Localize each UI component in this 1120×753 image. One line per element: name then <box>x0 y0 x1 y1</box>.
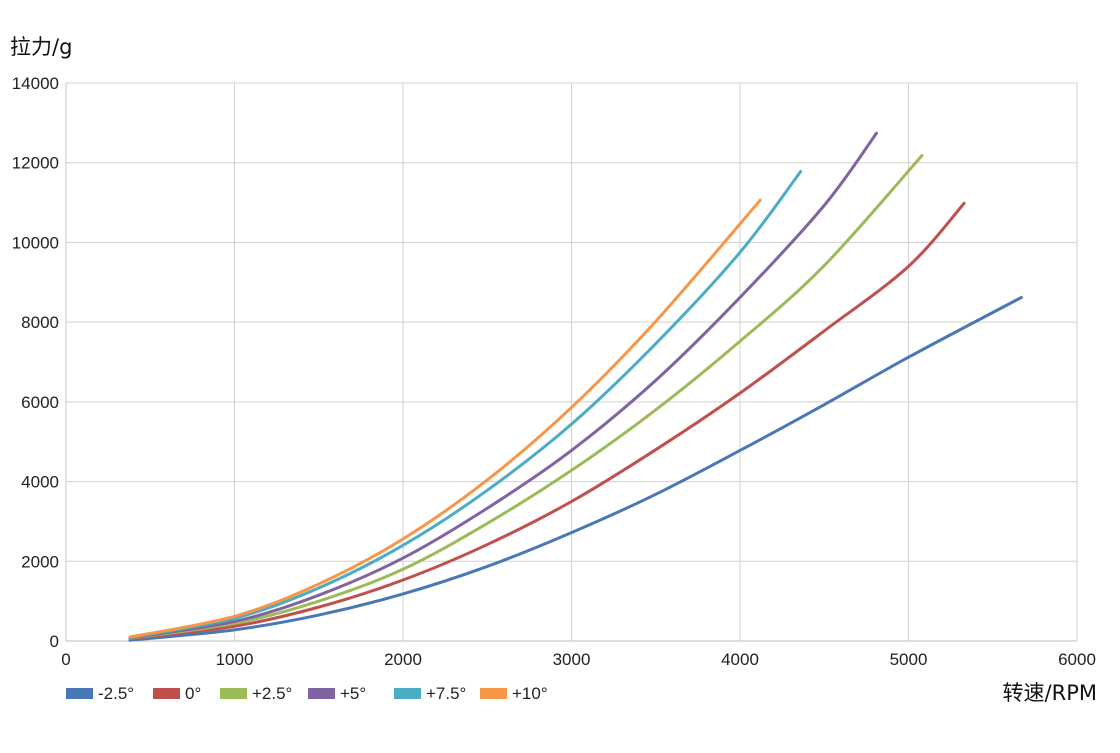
legend-label: -2.5° <box>98 684 134 703</box>
x-tick-label: 1000 <box>216 650 254 669</box>
legend-label: +7.5° <box>426 684 466 703</box>
y-axis-title: 拉力/g <box>10 35 72 59</box>
legend: -2.5° 0° +2.5° +5° +7.5° +10° <box>66 684 548 703</box>
legend-item-plus-7-5: +7.5° <box>394 684 466 703</box>
legend-item-0: 0° <box>153 684 201 703</box>
x-tick-label: 3000 <box>553 650 591 669</box>
y-tick-label: 4000 <box>21 473 59 492</box>
legend-label: 0° <box>185 684 201 703</box>
x-tick-label: 6000 <box>1058 650 1096 669</box>
legend-swatch <box>153 688 180 699</box>
legend-swatch <box>394 688 421 699</box>
legend-swatch <box>480 688 507 699</box>
legend-item-minus-2-5: -2.5° <box>66 684 134 703</box>
x-tick-label: 2000 <box>384 650 422 669</box>
legend-label: +2.5° <box>252 684 292 703</box>
series-line-plus-10 <box>128 198 762 639</box>
legend-label: +5° <box>340 684 366 703</box>
legend-item-plus-2-5: +2.5° <box>220 684 292 703</box>
y-tick-label: 10000 <box>12 233 59 252</box>
tick-labels: 0 2000 4000 6000 8000 10000 12000 14000 0 1000 200… <box>12 74 1096 669</box>
series-line-plus-5 <box>128 131 878 640</box>
series-line-minus-2-5 <box>128 295 1023 642</box>
legend-item-plus-10: +10° <box>480 684 548 703</box>
x-tick-label: 5000 <box>890 650 928 669</box>
legend-swatch <box>220 688 247 699</box>
series-line-0 <box>128 201 966 641</box>
series-lines <box>128 131 1023 642</box>
legend-item-plus-5: +5° <box>308 684 366 703</box>
legend-swatch <box>308 688 335 699</box>
y-tick-label: 12000 <box>12 154 59 173</box>
y-tick-label: 2000 <box>21 552 59 571</box>
x-axis-title: 转速/RPM <box>1003 681 1097 705</box>
y-tick-label: 8000 <box>21 313 59 332</box>
series-line-plus-7-5 <box>128 169 803 639</box>
x-tick-label: 0 <box>61 650 70 669</box>
grid <box>65 82 1078 642</box>
y-tick-label: 14000 <box>12 74 59 93</box>
y-tick-label: 6000 <box>21 393 59 412</box>
x-tick-label: 4000 <box>721 650 759 669</box>
legend-swatch <box>66 688 93 699</box>
y-tick-label: 0 <box>50 632 59 651</box>
legend-label: +10° <box>512 684 548 703</box>
series-line-plus-2-5 <box>128 154 924 640</box>
